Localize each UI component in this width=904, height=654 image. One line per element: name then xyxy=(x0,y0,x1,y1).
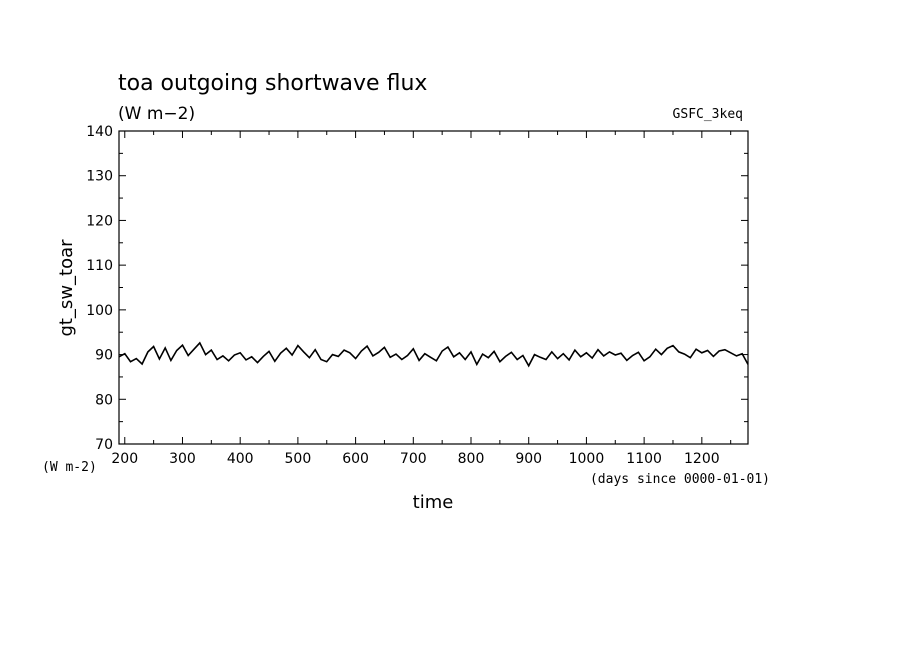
x-tick-label: 500 xyxy=(285,451,312,467)
y-tick-label: 110 xyxy=(86,258,113,274)
x-tick-label: 700 xyxy=(400,451,427,467)
x-tick-label: 600 xyxy=(342,451,369,467)
x-tick-label: 200 xyxy=(111,451,138,467)
y-tick-label: 140 xyxy=(86,124,113,140)
plot-frame xyxy=(118,130,749,445)
x-axis-ticks: 200 300 400 500 600 700 800 900 1000 1100 1200 xyxy=(111,131,732,467)
series-line xyxy=(118,341,749,368)
y-tick-label: 70 xyxy=(95,437,113,453)
x-tick-label: 800 xyxy=(458,451,485,467)
x-tick-label: 400 xyxy=(227,451,254,467)
y-tick-label: 120 xyxy=(86,213,113,229)
dataset-label: GSFC_3keq xyxy=(673,107,743,122)
y-axis-units: (W m-2) xyxy=(42,460,97,475)
y-tick-label: 100 xyxy=(86,303,113,319)
y-tick-label: 80 xyxy=(95,392,113,408)
y-tick-label: 90 xyxy=(95,348,113,364)
x-tick-label: 1000 xyxy=(569,451,605,467)
x-axis-title: time xyxy=(413,492,454,513)
y-axis-title: gt_sw_toar xyxy=(56,239,77,337)
x-tick-label: 1200 xyxy=(684,451,720,467)
y-axis-ticks: 70 80 90 100 110 120 130 140 xyxy=(86,124,748,453)
x-tick-label: 900 xyxy=(515,451,542,467)
y-tick-label: 130 xyxy=(86,169,113,185)
x-tick-label: 1100 xyxy=(626,451,662,467)
x-axis-units: (days since 0000-01-01) xyxy=(590,472,770,487)
x-tick-label: 300 xyxy=(169,451,196,467)
chart-title: toa outgoing shortwave flux xyxy=(118,71,427,96)
chart-subtitle: (W m−2) xyxy=(118,104,195,124)
